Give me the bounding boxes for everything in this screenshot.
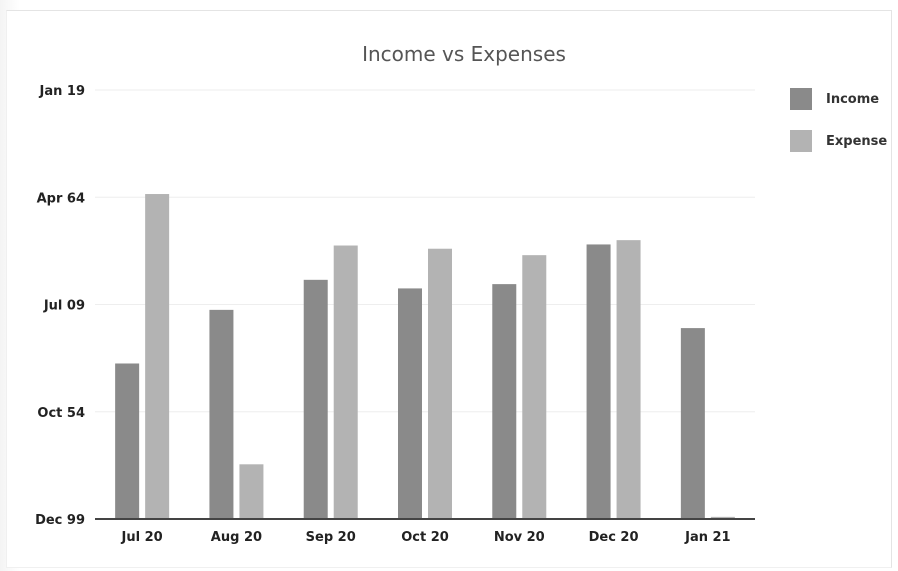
- gridlines: [95, 89, 755, 413]
- x-tick-label: Dec 20: [589, 530, 639, 545]
- x-tick-label: Oct 20: [401, 530, 449, 545]
- bar-income-4: [492, 284, 517, 519]
- x-tick-label: Nov 20: [494, 530, 545, 545]
- y-tick-label: Dec 99: [35, 513, 85, 528]
- y-tick-label: Jan 19: [39, 84, 85, 99]
- legend-swatch-income: [790, 88, 812, 110]
- legend-label-expense: Expense: [826, 134, 887, 149]
- y-tick-label: Jul 09: [43, 299, 85, 314]
- legend-label-income: Income: [826, 92, 879, 107]
- bar-income-6: [680, 328, 705, 519]
- x-tick-label: Sep 20: [306, 530, 356, 545]
- bar-income-3: [398, 288, 422, 519]
- bar-income-2: [303, 279, 328, 519]
- y-axis-ticks: Dec 99 Oct 54 Jul 09 Apr 64 Jan 19: [35, 84, 85, 528]
- bar-expense-4: [522, 255, 547, 520]
- legend: Income Expense: [790, 88, 887, 152]
- bar-expense-0: [145, 194, 170, 519]
- x-axis-ticks: Jul 20 Aug 20 Sep 20 Oct 20 Nov 20 Dec 20 Jan …: [121, 530, 731, 545]
- bar-expense-6: [710, 516, 735, 519]
- bar-expense-2: [333, 245, 358, 519]
- legend-swatch-expense: [790, 130, 812, 152]
- bars: [115, 194, 735, 520]
- y-tick-label: Oct 54: [37, 406, 85, 421]
- y-tick-label: Apr 64: [37, 191, 85, 206]
- bar-expense-3: [428, 248, 452, 520]
- bar-income-1: [209, 309, 234, 519]
- chart-title: Income vs Expenses: [362, 42, 566, 66]
- bar-expense-1: [239, 464, 264, 519]
- x-tick-label: Aug 20: [211, 530, 262, 545]
- bar-income-5: [586, 244, 611, 519]
- x-tick-label: Jan 21: [684, 530, 730, 545]
- bar-expense-5: [616, 240, 641, 519]
- bar-income-0: [115, 363, 140, 519]
- x-tick-label: Jul 20: [121, 530, 163, 545]
